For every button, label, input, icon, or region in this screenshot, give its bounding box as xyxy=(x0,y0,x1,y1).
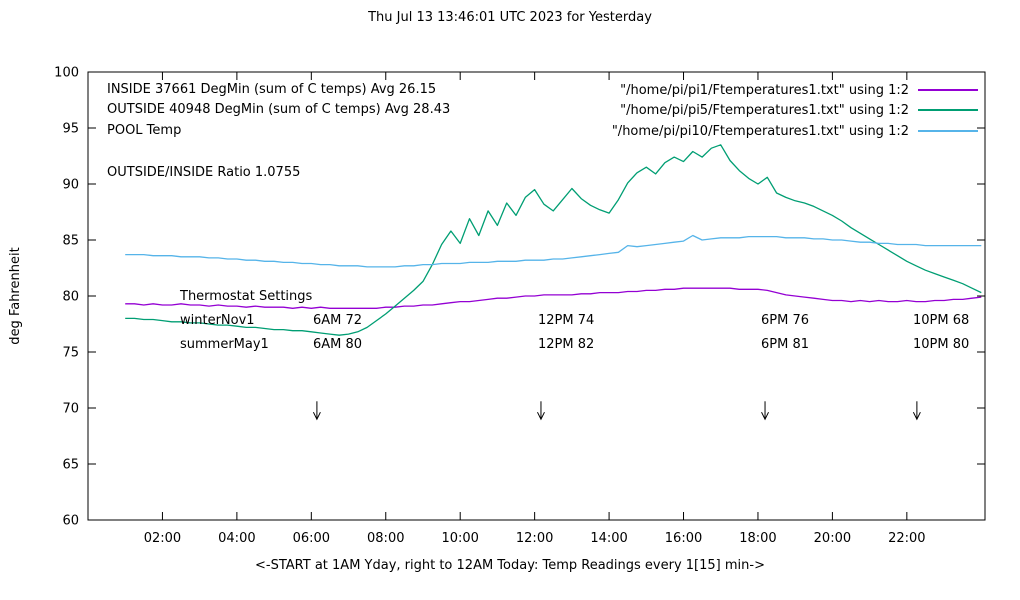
thermostat-value: 6PM 76 xyxy=(761,313,810,328)
y-tick-label: 75 xyxy=(62,346,79,361)
thermostat-arrowhead xyxy=(312,411,321,421)
legend-label-pool: "/home/pi/pi10/Ftemperatures1.txt" using… xyxy=(611,123,909,139)
x-tick-label: 16:00 xyxy=(665,531,702,546)
chart-title: Thu Jul 13 13:46:01 UTC 2023 for Yesterd… xyxy=(368,10,652,25)
x-tick-label: 02:00 xyxy=(144,531,181,546)
y-tick-label: 65 xyxy=(62,458,79,473)
inside-series-line xyxy=(125,287,982,309)
x-tick-label: 22:00 xyxy=(888,531,925,546)
outside-series-label: OUTSIDE 40948 DegMin (sum of C temps) Av… xyxy=(107,102,451,117)
x-tick-label: 06:00 xyxy=(293,531,330,546)
thermostat-value: 12PM 74 xyxy=(538,313,595,328)
y-tick-label: 85 xyxy=(62,234,79,249)
thermostat-arrowhead xyxy=(912,411,921,421)
thermostat-value: 6AM 80 xyxy=(313,337,363,352)
inside-line-sample xyxy=(918,89,978,91)
legend-entry-inside: "/home/pi/pi1/Ftemperatures1.txt" using … xyxy=(620,82,978,98)
x-tick-label: 10:00 xyxy=(441,531,478,546)
inside-series-label: INSIDE 37661 DegMin (sum of C temps) Avg… xyxy=(107,82,437,97)
thermostat-value: 10PM 68 xyxy=(913,313,970,328)
pool-line-sample xyxy=(918,130,978,132)
legend-label-inside: "/home/pi/pi1/Ftemperatures1.txt" using … xyxy=(620,82,909,98)
pool-series-label: POOL Temp xyxy=(107,123,182,138)
x-axis-label: <-START at 1AM Yday, right to 12AM Today… xyxy=(255,558,765,573)
outside-series-line xyxy=(125,144,982,336)
x-tick-label: 12:00 xyxy=(516,531,553,546)
outside-line-sample xyxy=(918,109,978,111)
thermostat-value: 10PM 80 xyxy=(913,337,970,352)
thermostat-value: 6AM 72 xyxy=(313,313,363,328)
y-tick-label: 90 xyxy=(62,178,79,193)
thermostat-value: 12PM 82 xyxy=(538,337,595,352)
thermostat-arrowhead xyxy=(537,411,545,421)
x-tick-label: 08:00 xyxy=(367,531,404,546)
thermostat-row-name: summerMay1 xyxy=(180,337,269,352)
y-axis-label: deg Fahrenheit xyxy=(8,247,23,345)
x-tick-label: 20:00 xyxy=(814,531,851,546)
y-tick-label: 100 xyxy=(54,66,79,81)
y-tick-label: 60 xyxy=(62,514,79,529)
y-tick-label: 80 xyxy=(62,290,79,305)
legend-entry-outside: "/home/pi/pi5/Ftemperatures1.txt" using … xyxy=(620,102,978,118)
pool-series-line xyxy=(125,234,982,268)
thermostat-settings-heading: Thermostat Settings xyxy=(180,289,313,304)
legend-entry-pool: "/home/pi/pi10/Ftemperatures1.txt" using… xyxy=(612,123,978,139)
y-tick-label: 70 xyxy=(62,402,79,417)
y-tick-label: 95 xyxy=(62,122,79,137)
ratio-annotation: OUTSIDE/INSIDE Ratio 1.0755 xyxy=(107,165,301,180)
thermostat-arrowhead xyxy=(761,411,769,421)
x-tick-label: 18:00 xyxy=(739,531,776,546)
legend-label-outside: "/home/pi/pi5/Ftemperatures1.txt" using … xyxy=(620,102,909,118)
x-tick-label: 14:00 xyxy=(590,531,627,546)
thermostat-value: 6PM 81 xyxy=(761,337,810,352)
thermostat-row-name: winterNov1 xyxy=(180,313,255,328)
x-tick-label: 04:00 xyxy=(218,531,255,546)
